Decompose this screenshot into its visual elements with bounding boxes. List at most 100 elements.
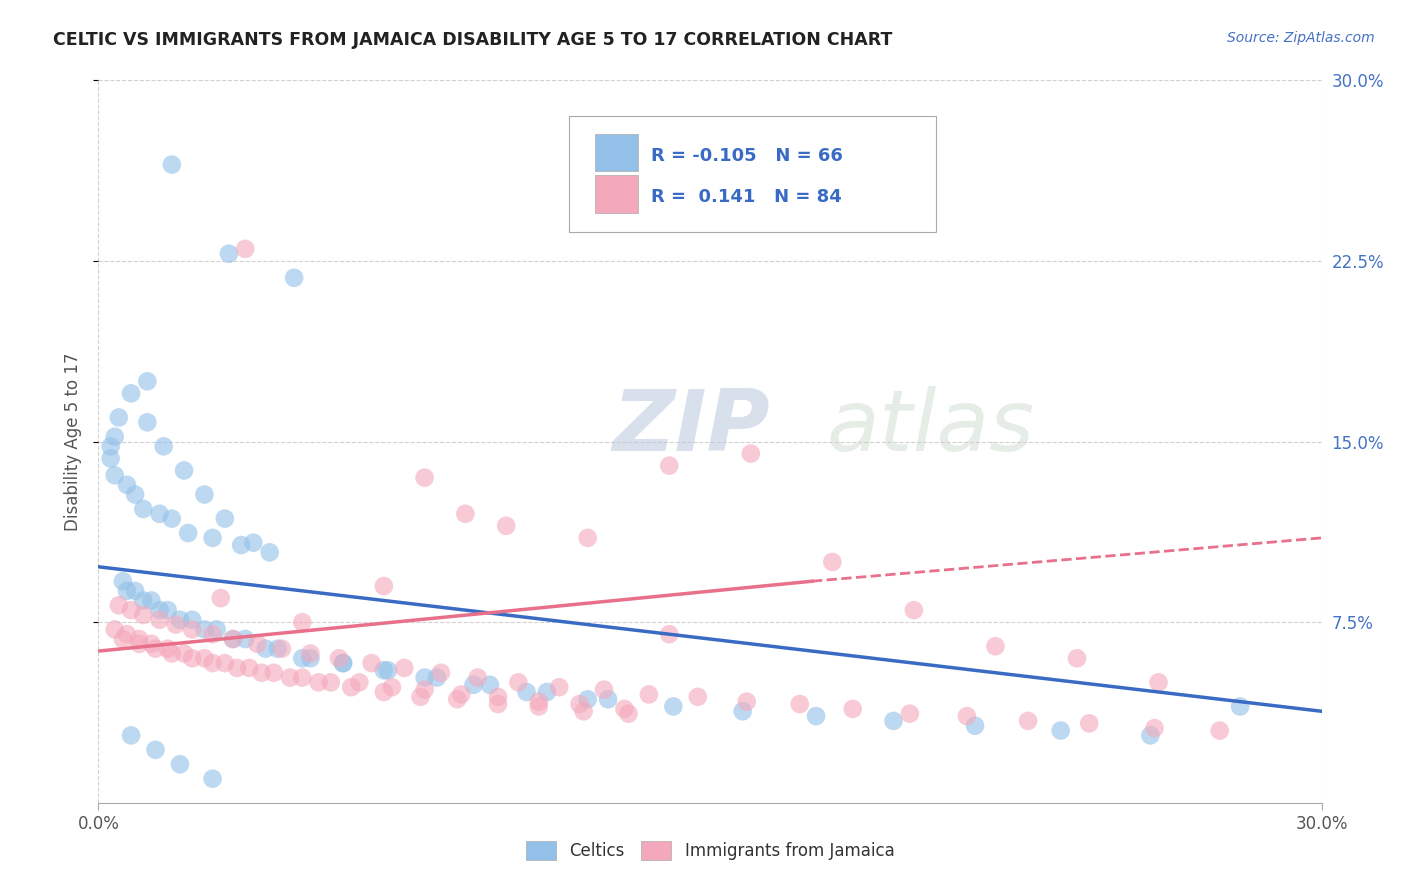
Point: [104, 468, 127, 483]
Point: [527, 695, 550, 709]
Point: [413, 470, 436, 484]
Point: [1049, 723, 1071, 738]
Point: [576, 692, 599, 706]
Point: [120, 603, 142, 617]
Point: [598, 692, 620, 706]
FancyBboxPatch shape: [595, 134, 638, 171]
Point: [136, 374, 159, 388]
Point: [201, 772, 224, 786]
Point: [181, 623, 204, 637]
Point: [201, 656, 224, 670]
Point: [373, 685, 395, 699]
Point: [104, 430, 127, 444]
Text: ZIP: ZIP: [612, 385, 770, 468]
Point: [319, 675, 342, 690]
Point: [426, 671, 449, 685]
Point: [984, 639, 1007, 653]
Point: [141, 593, 163, 607]
Point: [903, 603, 925, 617]
Point: [613, 702, 636, 716]
Point: [128, 632, 150, 646]
Point: [1139, 728, 1161, 742]
Point: [450, 687, 472, 701]
Point: [156, 641, 179, 656]
Point: [572, 704, 595, 718]
Point: [430, 665, 453, 680]
Point: [233, 632, 256, 646]
Point: [124, 583, 146, 598]
Point: [1017, 714, 1039, 728]
Point: [841, 702, 863, 716]
Point: [152, 439, 174, 453]
Point: [467, 671, 489, 685]
Point: [238, 661, 260, 675]
Point: [181, 651, 204, 665]
Text: Source: ZipAtlas.com: Source: ZipAtlas.com: [1227, 31, 1375, 45]
Point: [308, 675, 330, 690]
Point: [218, 246, 240, 260]
Point: [536, 685, 558, 699]
Point: [115, 627, 138, 641]
Point: [731, 704, 754, 718]
Point: [115, 478, 138, 492]
Point: [193, 623, 215, 637]
Point: [226, 661, 249, 675]
Point: [516, 685, 538, 699]
Point: [205, 623, 228, 637]
Point: [486, 697, 509, 711]
Point: [177, 526, 200, 541]
Point: [259, 545, 281, 559]
Point: [120, 728, 142, 742]
Point: [149, 507, 172, 521]
Point: [898, 706, 921, 721]
Point: [637, 687, 661, 701]
Point: [568, 697, 591, 711]
Point: [413, 682, 436, 697]
Point: [658, 627, 681, 641]
Point: [214, 511, 236, 525]
Point: [658, 458, 681, 473]
Point: [377, 664, 399, 678]
Point: [360, 656, 382, 670]
Point: [160, 157, 183, 171]
Point: [373, 664, 395, 678]
Point: [124, 487, 146, 501]
Point: [789, 697, 811, 711]
Point: [1229, 699, 1251, 714]
Point: [267, 641, 290, 656]
Point: [381, 680, 404, 694]
Point: [128, 637, 150, 651]
Point: [299, 651, 322, 665]
Point: [821, 555, 844, 569]
Point: [111, 574, 134, 589]
Point: [145, 641, 167, 656]
Point: [446, 692, 468, 706]
FancyBboxPatch shape: [595, 176, 638, 212]
Point: [278, 671, 301, 685]
Point: [1209, 723, 1232, 738]
Point: [263, 665, 285, 680]
Point: [209, 591, 232, 605]
Point: [454, 507, 477, 521]
Text: atlas: atlas: [827, 385, 1035, 468]
Point: [115, 583, 138, 598]
Point: [299, 647, 322, 661]
Point: [340, 680, 363, 694]
Point: [160, 647, 183, 661]
Point: [332, 656, 354, 670]
Point: [740, 446, 762, 460]
Point: [527, 699, 550, 714]
Point: [1143, 721, 1166, 735]
Point: [222, 632, 245, 646]
Point: [283, 270, 305, 285]
Point: [173, 647, 195, 661]
Point: [548, 680, 571, 694]
Point: [965, 719, 987, 733]
Y-axis label: Disability Age 5 to 17: Disability Age 5 to 17: [65, 352, 83, 531]
Point: [181, 613, 204, 627]
Point: [100, 439, 122, 453]
Point: [409, 690, 432, 704]
Point: [617, 706, 640, 721]
Point: [332, 656, 354, 670]
Point: [104, 623, 127, 637]
